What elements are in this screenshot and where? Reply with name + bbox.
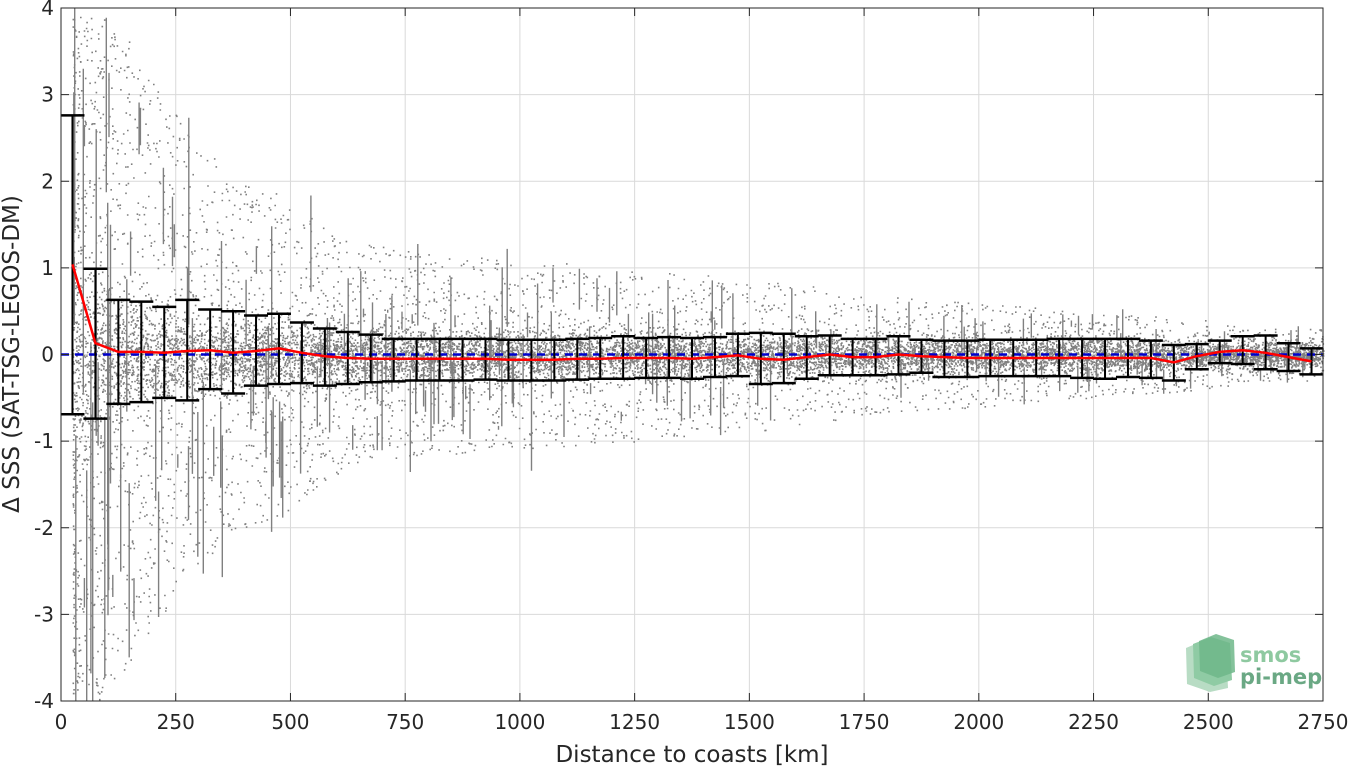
axis-ticks: 0 250 500 750 1000 1250 1500 1750 2000 2250 2500 27… [34,0,1348,734]
x-tick-label: 2250 [1068,710,1119,734]
mean-series-line [71,264,1312,364]
x-tick-label: 2500 [1183,710,1234,734]
x-tick-label: 1000 [494,710,545,734]
logo-emblem-icon [1186,634,1235,692]
x-axis-title: Distance to coasts [km] [555,742,828,768]
x-tick-label: 1750 [839,710,890,734]
x-tick-label: 2000 [953,710,1004,734]
y-tick-label: 0 [41,343,54,367]
x-tick-label: 0 [55,710,68,734]
y-tick-label: -1 [34,429,54,453]
logo-text-smos: smos [1240,643,1301,667]
x-tick-label: 250 [157,710,195,734]
y-tick-label: 1 [41,256,54,280]
x-tick-label: 1500 [724,710,775,734]
y-tick-label: 3 [41,83,54,107]
y-tick-label: -3 [34,602,54,626]
y-tick-label: 4 [41,0,54,20]
y-tick-label: -4 [34,689,54,713]
x-tick-label: 500 [271,710,309,734]
x-tick-label: 750 [386,710,424,734]
x-tick-label: 1250 [609,710,660,734]
y-tick-label: 2 [41,169,54,193]
smos-logo: smos pi-mep [1186,634,1322,692]
y-tick-label: -2 [34,516,54,540]
logo-text-pimep: pi-mep [1240,665,1322,689]
y-axis-title: Δ SSS (SAT-TSG-LEGOS-DM) [0,195,25,513]
mean-line [71,264,1312,364]
x-tick-label: 2750 [1298,710,1349,734]
